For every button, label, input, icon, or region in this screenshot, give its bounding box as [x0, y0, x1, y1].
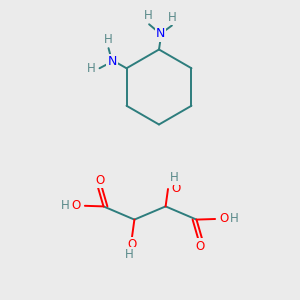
- Text: O: O: [95, 173, 104, 187]
- Text: H: H: [61, 199, 70, 212]
- Text: O: O: [128, 238, 136, 251]
- Text: N: N: [156, 27, 165, 40]
- Text: H: H: [125, 248, 134, 262]
- Text: O: O: [172, 182, 181, 196]
- Text: H: H: [168, 11, 177, 24]
- Text: H: H: [144, 9, 153, 22]
- Text: H: H: [230, 212, 239, 226]
- Text: N: N: [107, 55, 117, 68]
- Text: H: H: [87, 62, 95, 75]
- Text: O: O: [196, 239, 205, 253]
- Text: O: O: [219, 212, 228, 226]
- Text: O: O: [72, 199, 81, 212]
- Text: H: H: [170, 171, 179, 184]
- Text: H: H: [103, 33, 112, 46]
